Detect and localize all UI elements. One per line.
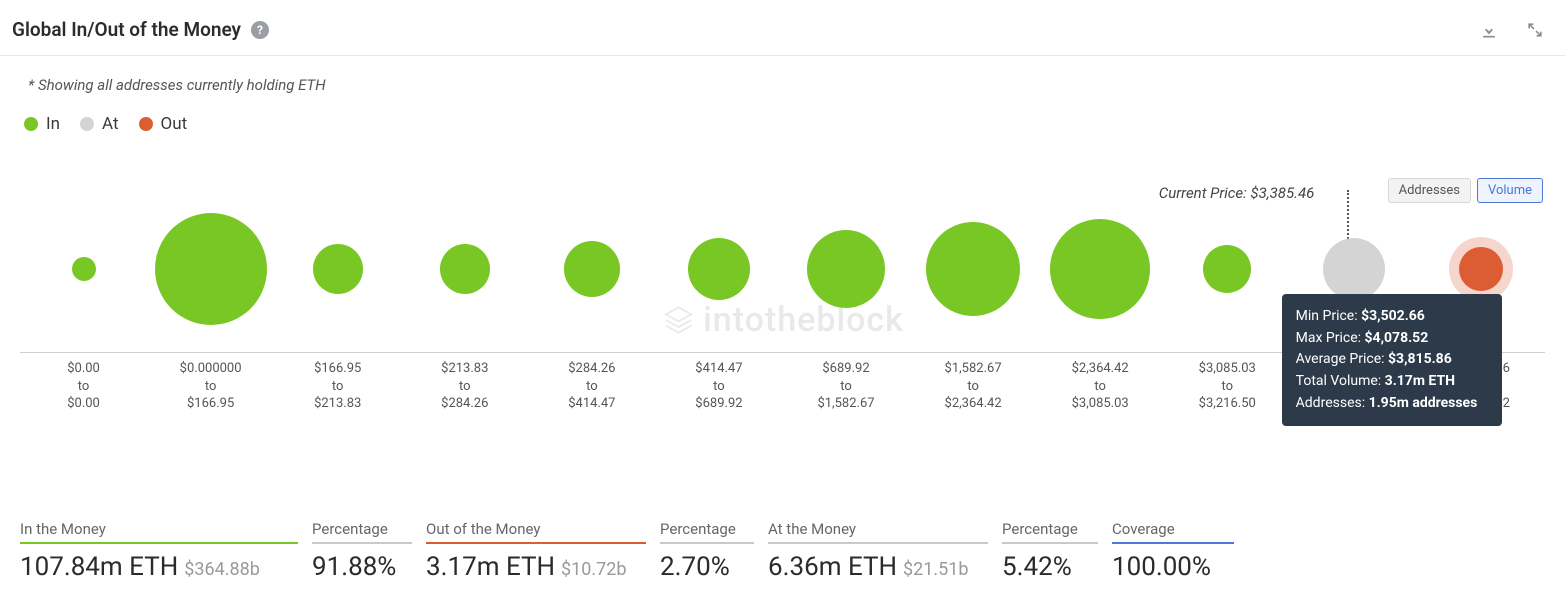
bubble-cell[interactable] xyxy=(782,204,909,334)
x-axis-label: $284.26to$414.47 xyxy=(528,360,655,413)
stat-block: In the Money 107.84m ETH$364.88b xyxy=(20,520,298,582)
page-title: Global In/Out of the Money xyxy=(12,18,241,41)
bubble-cell[interactable] xyxy=(528,204,655,334)
bubble[interactable] xyxy=(1050,219,1150,319)
legend-dot-icon xyxy=(24,117,38,131)
legend-item[interactable]: In xyxy=(24,114,60,134)
bubble-cell[interactable] xyxy=(274,204,401,334)
stat-block: Percentage 5.42% xyxy=(1002,520,1098,582)
legend-dot-icon xyxy=(80,117,94,131)
bubble[interactable] xyxy=(313,244,363,294)
tooltip: Min Price: $3,502.66Max Price: $4,078.52… xyxy=(1282,294,1502,426)
stat-value: 2.70% xyxy=(660,552,754,582)
bubble[interactable] xyxy=(807,230,885,308)
stat-label: Percentage xyxy=(312,520,412,544)
bubble[interactable] xyxy=(440,244,490,294)
bubble-cell[interactable] xyxy=(655,204,782,334)
tooltip-row: Average Price: $3,815.86 xyxy=(1296,349,1488,371)
bubble[interactable] xyxy=(1203,245,1251,293)
legend-label: Out xyxy=(161,114,188,134)
stat-value: 91.88% xyxy=(312,552,412,582)
bubble[interactable] xyxy=(72,257,96,281)
stat-label: Percentage xyxy=(1002,520,1098,544)
current-price-label: Current Price: $3,385.46 xyxy=(1159,184,1315,202)
toggle-addresses[interactable]: Addresses xyxy=(1388,178,1471,203)
stat-label: In the Money xyxy=(20,520,298,544)
tooltip-row: Total Volume: 3.17m ETH xyxy=(1296,371,1488,393)
subnote: * Showing all addresses currently holdin… xyxy=(0,56,1565,94)
download-icon[interactable] xyxy=(1479,20,1499,40)
stat-value: 6.36m ETH$21.51b xyxy=(768,552,988,582)
bubble-cell[interactable] xyxy=(401,204,528,334)
toggle-volume[interactable]: Volume xyxy=(1477,178,1543,203)
header-actions xyxy=(1479,20,1545,40)
x-axis-label: $2,364.42to$3,085.03 xyxy=(1037,360,1164,413)
legend-label: At xyxy=(102,114,119,134)
x-axis-label: $0.00to$0.00 xyxy=(20,360,147,413)
stat-value: 5.42% xyxy=(1002,552,1098,582)
stat-label: At the Money xyxy=(768,520,988,544)
stat-block: Percentage 2.70% xyxy=(660,520,754,582)
x-axis-label: $166.95to$213.83 xyxy=(274,360,401,413)
legend-label: In xyxy=(46,114,60,134)
legend-dot-icon xyxy=(139,117,153,131)
legend-item[interactable]: At xyxy=(80,114,119,134)
bubble-cell[interactable] xyxy=(20,204,147,334)
stat-label: Percentage xyxy=(660,520,754,544)
stat-label: Coverage xyxy=(1112,520,1234,544)
stat-subvalue: $21.51b xyxy=(903,559,968,580)
expand-icon[interactable] xyxy=(1525,20,1545,40)
stat-value: 107.84m ETH$364.88b xyxy=(20,552,298,582)
bubble[interactable] xyxy=(1323,238,1385,300)
tooltip-row: Min Price: $3,502.66 xyxy=(1296,306,1488,328)
legend-item[interactable]: Out xyxy=(139,114,188,134)
stat-subvalue: $364.88b xyxy=(184,559,260,580)
bubble-cell[interactable] xyxy=(910,204,1037,334)
bubble[interactable] xyxy=(155,213,267,325)
tooltip-row: Max Price: $4,078.52 xyxy=(1296,328,1488,350)
x-axis-label: $213.83to$284.26 xyxy=(401,360,528,413)
summary-stats: In the Money 107.84m ETH$364.88b Percentag… xyxy=(20,520,1545,582)
stat-label: Out of the Money xyxy=(426,520,646,544)
help-icon[interactable]: ? xyxy=(251,21,269,39)
bubble-cell[interactable] xyxy=(1164,204,1291,334)
bubble[interactable] xyxy=(1459,247,1503,291)
stat-value: 3.17m ETH$10.72b xyxy=(426,552,646,582)
legend: In At Out xyxy=(0,94,1565,134)
x-axis-label: $414.47to$689.92 xyxy=(655,360,782,413)
stat-block: Coverage 100.00% xyxy=(1112,520,1234,582)
stat-block: Out of the Money 3.17m ETH$10.72b xyxy=(426,520,646,582)
view-toggle: AddressesVolume xyxy=(1388,178,1543,203)
header: Global In/Out of the Money ? xyxy=(0,0,1565,56)
stat-value: 100.00% xyxy=(1112,552,1234,582)
tooltip-row: Addresses: 1.95m addresses xyxy=(1296,393,1488,415)
bubble-cell[interactable] xyxy=(147,204,274,334)
bubble[interactable] xyxy=(688,238,750,300)
stat-subvalue: $10.72b xyxy=(561,559,626,580)
bubble-chart: Current Price: $3,385.46 $0.00to$0.00$0.… xyxy=(0,204,1565,374)
x-axis-label: $3,085.03to$3,216.50 xyxy=(1164,360,1291,413)
stat-block: Percentage 91.88% xyxy=(312,520,412,582)
x-axis-label: $1,582.67to$2,364.42 xyxy=(910,360,1037,413)
bubble[interactable] xyxy=(564,241,620,297)
bubble[interactable] xyxy=(926,222,1020,316)
stat-block: At the Money 6.36m ETH$21.51b xyxy=(768,520,988,582)
x-axis-label: $0.000000to$166.95 xyxy=(147,360,274,413)
x-axis-label: $689.92to$1,582.67 xyxy=(782,360,909,413)
bubble-cell[interactable] xyxy=(1037,204,1164,334)
